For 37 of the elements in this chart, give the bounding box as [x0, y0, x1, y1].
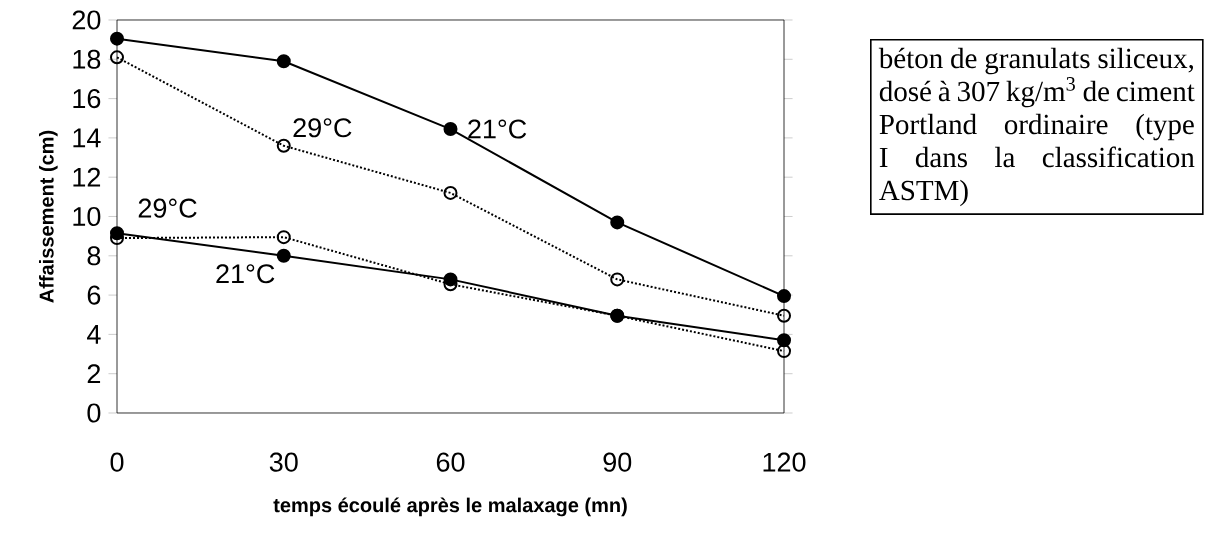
x-tick-label: 90 — [603, 452, 632, 472]
series-label: 29°C — [293, 118, 352, 138]
y-tick-label: 4 — [87, 325, 101, 344]
series-label: 29°C — [138, 198, 197, 218]
point — [443, 185, 458, 200]
y-tick-label: 2 — [87, 364, 101, 384]
x-tick-label: 30 — [269, 452, 298, 472]
series-label: 21°C — [468, 119, 527, 139]
point — [443, 122, 458, 137]
point — [610, 215, 625, 230]
y-tick-label: 16 — [73, 89, 101, 109]
point — [610, 272, 625, 287]
point — [276, 230, 291, 245]
y-tick-label: 14 — [73, 128, 101, 148]
x-tick-label: 60 — [436, 452, 465, 472]
y-tick-label: 10 — [73, 206, 101, 227]
point — [777, 344, 792, 359]
y-tick-label: 6 — [87, 285, 101, 305]
y-tick-label: 12 — [73, 167, 101, 187]
point — [777, 289, 792, 304]
point — [110, 50, 124, 65]
point — [777, 308, 792, 323]
x-axis-title: temps écoulé après le malaxage (mn) — [273, 497, 627, 517]
point — [276, 138, 291, 153]
point — [276, 54, 291, 69]
y-tick-label: 18 — [73, 49, 101, 69]
x-tick-label: 120 — [763, 452, 806, 472]
x-tick-label: 0 — [110, 452, 124, 472]
y-tick-label: 0 — [87, 403, 101, 423]
point — [276, 248, 291, 263]
y-axis-title: Affaissement (cm) — [38, 130, 58, 303]
text: béton de granulats siliceux, dosé à 307 kg/m$^{3}$ de ciment Portland ordinaire (type I dans la classification ASTM) — [878, 47, 1195, 207]
y-tick-label: 20 — [72, 10, 101, 30]
series-label: 21°C — [216, 264, 275, 284]
point — [777, 333, 792, 348]
point — [110, 31, 124, 46]
y-tick-label: 8 — [87, 246, 101, 266]
